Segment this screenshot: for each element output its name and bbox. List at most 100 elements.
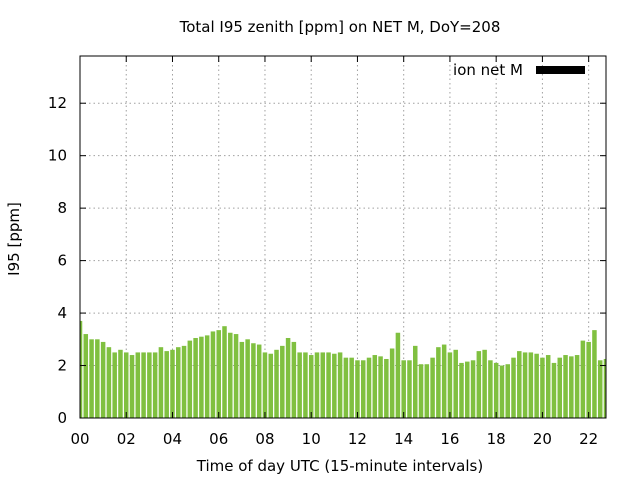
y-tick-label: 4 [57,304,67,322]
bar [482,349,487,418]
bar [343,357,349,418]
bar [540,357,545,418]
x-tick-label: 00 [70,430,89,448]
bar [372,355,378,418]
x-tick-label: 16 [440,430,459,448]
bar [545,355,551,418]
bar [418,364,424,418]
y-axis-title: I95 [ppm] [5,202,23,276]
bar [251,343,256,418]
bar [176,347,181,418]
chart-title: Total I95 zenith [ppm] on NET M, DoY=208 [179,18,501,36]
bar [187,340,193,418]
bar [152,352,158,418]
bar [534,353,539,418]
bar [199,336,204,418]
bar [204,335,210,418]
x-tick-label: 08 [255,430,274,448]
bar [505,364,510,418]
bar [297,352,302,418]
bar [80,320,83,418]
y-tick-label: 8 [57,199,67,217]
bar [470,360,476,418]
y-tick-label: 10 [48,147,67,165]
bar [83,334,89,418]
bar [228,332,233,418]
bar [118,349,123,418]
bar [245,339,250,418]
bar [522,352,528,418]
y-tick-label: 2 [57,357,67,375]
bar [100,341,106,418]
bar [274,349,279,418]
bar [493,362,499,418]
bar [378,356,383,418]
bar [337,352,343,418]
bar [453,349,458,418]
bar [233,334,239,418]
axis-ticks [79,56,606,419]
x-tick-label: 14 [394,430,413,448]
bar [222,326,227,418]
bar [216,330,221,418]
bar [569,356,574,418]
x-tick-labels: 00 02 04 06 08 10 12 14 16 18 20 22 [70,430,598,448]
x-tick-label: 10 [302,430,321,448]
bar [488,360,493,418]
bar [210,331,216,418]
legend-label: ion net M [453,61,523,79]
bar [112,352,117,418]
bar [447,352,453,418]
bar [320,352,326,418]
bar [332,353,337,418]
bar [158,347,164,418]
bar [308,355,314,418]
bar [349,357,354,418]
bar [384,358,389,418]
bar [181,345,187,418]
bar [430,357,435,418]
bar [557,357,563,418]
bar [499,365,505,418]
bar [389,348,395,418]
bar [586,341,591,418]
bar [135,352,141,418]
bar [256,344,262,418]
bar [141,352,146,418]
x-tick-label: 06 [209,430,228,448]
bar [563,355,568,418]
bar [355,360,360,418]
x-tick-label: 22 [579,430,598,448]
x-tick-label: 04 [163,430,182,448]
bar [239,341,245,418]
bar [314,352,320,418]
y-tick-label: 0 [57,409,67,427]
bar [395,332,401,418]
plot-frame [79,55,607,419]
bar [360,360,366,418]
legend: ion net M [453,61,585,79]
bar [459,362,464,418]
y-tick-labels: 0 2 4 6 8 10 12 [48,94,67,427]
bar [424,364,430,418]
x-tick-label: 18 [487,430,506,448]
bar [123,352,129,418]
bar [285,337,291,418]
bar [326,352,331,418]
x-axis-title: Time of day UTC (15-minute intervals) [196,457,483,475]
x-tick-label: 20 [533,430,552,448]
bar [164,351,169,418]
bar [603,358,606,418]
legend-swatch [536,66,585,74]
y-tick-label: 6 [57,252,67,270]
bar [95,339,100,418]
bar [268,353,274,418]
bars-group [80,320,606,418]
bar [129,355,135,418]
bar [366,357,372,418]
bar [551,362,557,418]
bar [280,345,285,418]
bar [89,339,94,418]
